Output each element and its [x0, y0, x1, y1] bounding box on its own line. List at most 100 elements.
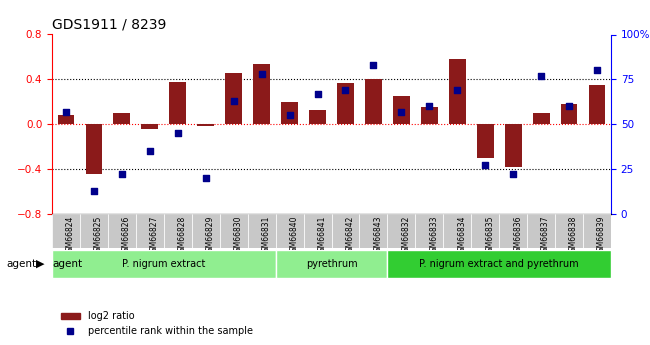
FancyBboxPatch shape [583, 214, 611, 248]
Text: GSM66834: GSM66834 [458, 215, 466, 256]
Point [480, 163, 491, 168]
Bar [393, 96, 410, 124]
FancyBboxPatch shape [276, 214, 304, 248]
FancyBboxPatch shape [415, 214, 443, 248]
Point [173, 130, 183, 136]
Point [117, 172, 127, 177]
Point [229, 98, 239, 104]
FancyBboxPatch shape [499, 214, 527, 248]
Point [256, 71, 267, 77]
FancyBboxPatch shape [276, 250, 387, 278]
Legend: log2 ratio, percentile rank within the sample: log2 ratio, percentile rank within the s… [57, 307, 257, 340]
Text: P. nigrum extract: P. nigrum extract [122, 259, 205, 269]
Point [452, 87, 463, 93]
FancyBboxPatch shape [359, 214, 387, 248]
Bar [533, 113, 549, 124]
Text: GSM66824: GSM66824 [66, 215, 75, 256]
Text: GSM66842: GSM66842 [346, 216, 354, 257]
Text: GSM66826: GSM66826 [122, 215, 131, 256]
FancyBboxPatch shape [136, 214, 164, 248]
FancyBboxPatch shape [555, 214, 583, 248]
FancyBboxPatch shape [248, 214, 276, 248]
Point [200, 175, 211, 181]
Text: GSM66830: GSM66830 [234, 215, 242, 256]
Point [396, 109, 407, 115]
Text: GSM66841: GSM66841 [317, 215, 326, 256]
Point [536, 73, 546, 79]
Point [564, 104, 575, 109]
Bar [170, 81, 186, 124]
Point [508, 172, 519, 177]
Point [424, 104, 435, 109]
Text: GSM66841: GSM66841 [317, 216, 326, 257]
Text: GSM66838: GSM66838 [569, 215, 578, 256]
Point [88, 188, 99, 193]
Text: GSM66837: GSM66837 [541, 216, 550, 257]
Bar [254, 63, 270, 124]
Text: GSM66840: GSM66840 [290, 216, 298, 257]
Text: GSM66828: GSM66828 [178, 216, 187, 257]
Text: GSM66834: GSM66834 [458, 216, 466, 257]
Bar [449, 59, 465, 124]
Bar [309, 110, 326, 124]
Text: agent: agent [6, 259, 36, 269]
Bar [365, 79, 382, 124]
Point [592, 68, 603, 73]
Text: GDS1911 / 8239: GDS1911 / 8239 [52, 18, 166, 32]
Text: GSM66828: GSM66828 [178, 215, 187, 256]
Text: GSM66833: GSM66833 [430, 216, 438, 257]
FancyBboxPatch shape [192, 214, 220, 248]
Text: GSM66838: GSM66838 [569, 216, 578, 257]
FancyBboxPatch shape [164, 214, 192, 248]
FancyBboxPatch shape [220, 214, 248, 248]
Text: GSM66836: GSM66836 [514, 215, 522, 256]
FancyBboxPatch shape [52, 214, 80, 248]
Text: GSM66829: GSM66829 [205, 216, 214, 257]
Bar [281, 102, 298, 124]
FancyBboxPatch shape [387, 214, 415, 248]
Point [369, 62, 379, 68]
FancyBboxPatch shape [304, 214, 332, 248]
Text: GSM66839: GSM66839 [597, 215, 606, 256]
Text: GSM66843: GSM66843 [374, 215, 382, 256]
Bar [114, 113, 130, 124]
Text: ▶: ▶ [36, 259, 44, 269]
Text: GSM66832: GSM66832 [402, 216, 410, 257]
FancyBboxPatch shape [527, 214, 555, 248]
Text: GSM66836: GSM66836 [514, 216, 522, 257]
Bar [337, 83, 354, 124]
Bar [589, 85, 605, 124]
Bar [421, 107, 437, 124]
Bar [505, 124, 521, 167]
Text: GSM66831: GSM66831 [261, 215, 270, 256]
Bar [86, 124, 102, 174]
Text: P. nigrum extract and pyrethrum: P. nigrum extract and pyrethrum [419, 259, 579, 269]
Bar [142, 124, 158, 129]
Text: GSM66840: GSM66840 [290, 215, 298, 256]
Text: GSM66837: GSM66837 [541, 215, 550, 256]
Text: GSM66825: GSM66825 [94, 216, 103, 257]
Text: GSM66827: GSM66827 [150, 215, 159, 256]
FancyBboxPatch shape [52, 250, 276, 278]
Bar [477, 124, 493, 158]
Point [312, 91, 322, 97]
Text: GSM66833: GSM66833 [430, 215, 438, 256]
Text: GSM66824: GSM66824 [66, 216, 75, 257]
FancyBboxPatch shape [80, 214, 108, 248]
Text: pyrethrum: pyrethrum [306, 259, 358, 269]
FancyBboxPatch shape [108, 214, 136, 248]
Bar [561, 104, 577, 124]
Point [144, 148, 155, 154]
Text: GSM66826: GSM66826 [122, 216, 131, 257]
Text: GSM66829: GSM66829 [205, 215, 214, 256]
FancyBboxPatch shape [471, 214, 499, 248]
FancyBboxPatch shape [443, 214, 471, 248]
Point [61, 109, 71, 115]
Text: GSM66825: GSM66825 [94, 215, 103, 256]
Text: GSM66842: GSM66842 [346, 215, 354, 256]
Point [285, 112, 295, 118]
FancyBboxPatch shape [332, 214, 359, 248]
Text: GSM66839: GSM66839 [597, 216, 606, 257]
Text: GSM66835: GSM66835 [485, 216, 494, 257]
Bar [226, 73, 242, 124]
